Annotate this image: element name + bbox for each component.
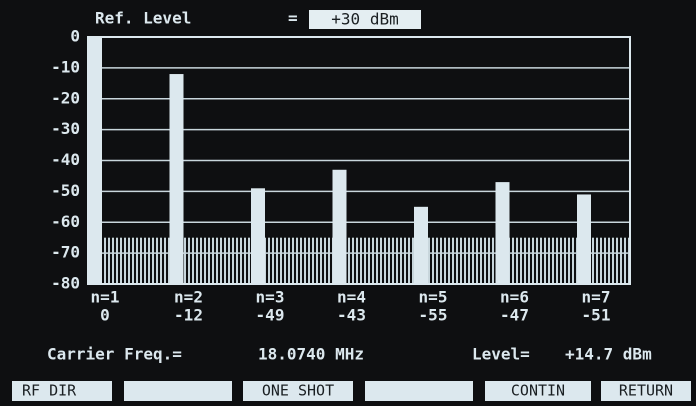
bar (577, 194, 591, 284)
value-label: -47 (500, 306, 529, 325)
y-tick-label: -40 (51, 150, 80, 169)
bar (251, 188, 265, 284)
softkey-blank[interactable] (124, 381, 232, 401)
x-tick-label: n=2 (174, 288, 203, 307)
softkey-blank[interactable] (365, 381, 473, 401)
value-label: -49 (256, 306, 285, 325)
bar (170, 74, 184, 284)
value-label: -12 (174, 306, 203, 325)
softkey-label: RETURN (619, 382, 673, 400)
level-value: +14.7 dBm (565, 345, 652, 364)
value-label: -43 (337, 306, 366, 325)
carrier-label: Carrier Freq.= (47, 345, 182, 364)
equals: = (288, 9, 298, 28)
value-label: -51 (582, 306, 611, 325)
bar (333, 170, 347, 284)
ref-level-value: +30 dBm (331, 10, 398, 29)
softkey-label: RF DIR (22, 382, 77, 400)
screen: Ref. Level = +30 dBm 0 -10 -20 -30 -40 -50 -60… (0, 0, 696, 406)
bar (88, 37, 102, 284)
softkey-label: ONE SHOT (262, 382, 334, 400)
x-tick-label: n=7 (582, 288, 611, 307)
y-tick-label: -10 (51, 57, 80, 76)
y-tick-label: -50 (51, 181, 80, 200)
x-tick-label: n=4 (337, 288, 366, 307)
x-tick-label: n=5 (419, 288, 448, 307)
y-tick-label: -80 (51, 274, 80, 293)
level-label: Level= (472, 345, 530, 364)
value-label: -55 (419, 306, 448, 325)
bar (496, 182, 510, 284)
x-tick-label: n=6 (500, 288, 529, 307)
y-tick-label: -60 (51, 212, 80, 231)
y-tick-label: 0 (70, 27, 80, 46)
page: Ref. Level = +30 dBm 0 -10 -20 -30 -40 -50 -60… (0, 0, 696, 406)
carrier-value: 18.0740 MHz (258, 345, 364, 364)
x-tick-label: n=1 (91, 288, 120, 307)
value-label: 0 (100, 306, 110, 325)
ref-level-label: Ref. Level (95, 9, 191, 28)
noise-floor (88, 238, 630, 284)
y-tick-label: -30 (51, 119, 80, 138)
y-tick-label: -20 (51, 88, 80, 107)
softkey-label: CONTIN (511, 382, 565, 400)
x-tick-label: n=3 (256, 288, 285, 307)
bar (414, 207, 428, 284)
y-tick-label: -70 (51, 243, 80, 262)
